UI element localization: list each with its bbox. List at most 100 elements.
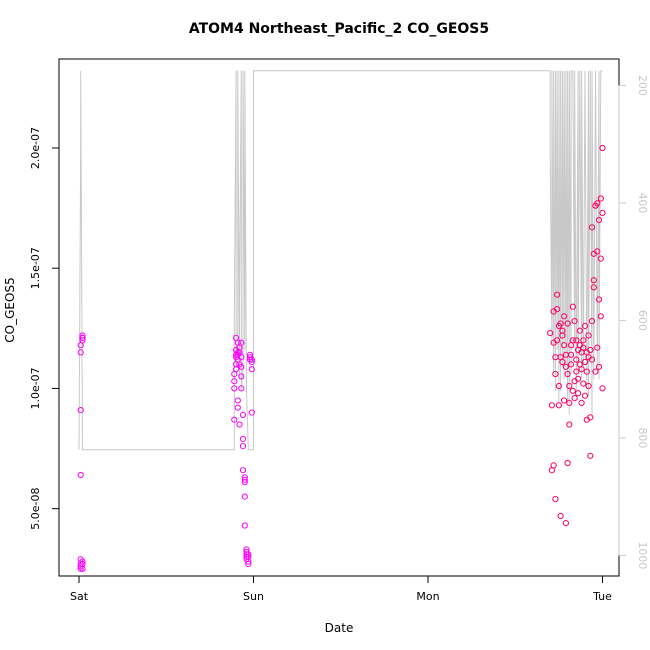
pressure-series-line bbox=[78, 70, 603, 451]
data-point bbox=[236, 421, 243, 428]
data-point bbox=[575, 375, 582, 382]
data-point bbox=[595, 363, 603, 370]
data-point bbox=[238, 385, 245, 392]
data-point bbox=[77, 471, 84, 479]
data-point bbox=[568, 361, 575, 368]
plot-frame bbox=[58, 58, 620, 577]
data-point bbox=[573, 368, 580, 375]
data-point bbox=[561, 342, 568, 349]
data-point bbox=[239, 435, 247, 442]
data-point bbox=[554, 337, 561, 344]
data-point bbox=[573, 356, 580, 363]
y-tick-label: 5.0e-08 bbox=[29, 488, 42, 530]
data-point bbox=[576, 327, 583, 334]
data-point bbox=[590, 277, 597, 284]
data-point bbox=[599, 385, 606, 392]
data-point bbox=[77, 407, 84, 414]
data-point bbox=[597, 195, 604, 202]
data-point bbox=[569, 387, 576, 394]
data-point bbox=[575, 390, 582, 397]
data-point bbox=[587, 346, 594, 354]
data-point bbox=[581, 322, 589, 329]
data-point bbox=[238, 339, 245, 346]
y2-tick-label: 600 bbox=[636, 310, 649, 331]
data-point bbox=[245, 560, 252, 568]
data-point bbox=[585, 332, 592, 339]
data-point bbox=[241, 476, 248, 483]
data-point bbox=[561, 397, 568, 404]
data-point bbox=[233, 366, 240, 373]
data-point bbox=[562, 520, 570, 527]
data-point bbox=[231, 378, 238, 385]
y2-tick-label: 400 bbox=[636, 192, 649, 213]
data-point bbox=[548, 402, 556, 409]
data-point bbox=[587, 414, 594, 421]
x-tick-label: Mon bbox=[416, 590, 439, 603]
data-point bbox=[241, 522, 248, 529]
data-point bbox=[594, 344, 601, 351]
x-tick-label: Sun bbox=[243, 590, 264, 603]
data-point bbox=[597, 313, 604, 320]
chart-title: ATOM4 Northeast_Pacific_2 CO_GEOS5 bbox=[189, 21, 489, 37]
data-point bbox=[248, 356, 255, 363]
data-point bbox=[248, 366, 255, 373]
data-point bbox=[239, 467, 247, 474]
data-point bbox=[245, 558, 252, 565]
data-point bbox=[79, 332, 86, 339]
data-point bbox=[564, 370, 571, 378]
y-axis-label: CO_GEOS5 bbox=[3, 277, 17, 342]
data-point bbox=[248, 409, 255, 416]
data-point bbox=[238, 354, 245, 361]
data-point bbox=[555, 402, 563, 409]
data-point bbox=[245, 551, 252, 558]
data-point bbox=[231, 385, 238, 392]
data-point bbox=[587, 452, 594, 459]
data-point bbox=[581, 392, 589, 399]
data-point bbox=[595, 296, 603, 303]
data-point bbox=[568, 351, 575, 358]
data-point bbox=[241, 493, 248, 500]
data-point bbox=[594, 200, 601, 207]
data-point bbox=[566, 399, 573, 406]
data-point bbox=[599, 144, 606, 152]
pressure-line bbox=[78, 70, 603, 451]
data-points bbox=[77, 144, 606, 572]
data-point bbox=[557, 512, 564, 520]
data-point bbox=[79, 558, 86, 565]
x-tick-label: Sat bbox=[70, 590, 89, 603]
data-point bbox=[590, 284, 597, 291]
data-point bbox=[559, 327, 566, 334]
data-point bbox=[554, 306, 561, 313]
data-point bbox=[599, 209, 606, 216]
data-point bbox=[580, 344, 587, 351]
y2-tick-label: 800 bbox=[636, 427, 649, 448]
data-point bbox=[578, 366, 585, 373]
data-point bbox=[566, 421, 573, 428]
x-tick-label: Tue bbox=[592, 590, 612, 603]
data-point bbox=[569, 337, 576, 344]
data-point bbox=[571, 395, 578, 402]
axes: Sat Sun Mon Tue 5.0e-08 1.0e-07 1.5e-07 2.0e-07… bbox=[29, 75, 649, 603]
data-point bbox=[561, 313, 568, 320]
data-point bbox=[585, 382, 592, 390]
data-point bbox=[578, 399, 585, 406]
y2-tick-label: 200 bbox=[636, 75, 649, 96]
data-point bbox=[234, 397, 241, 404]
data-point bbox=[554, 291, 561, 298]
data-point bbox=[573, 337, 580, 344]
data-point bbox=[588, 356, 596, 363]
data-point bbox=[238, 363, 245, 370]
data-point bbox=[552, 496, 559, 503]
data-point bbox=[583, 368, 590, 375]
data-point bbox=[569, 303, 576, 310]
data-point bbox=[550, 462, 557, 469]
data-point bbox=[580, 337, 587, 344]
data-point bbox=[79, 560, 86, 568]
data-point bbox=[571, 318, 578, 325]
data-point bbox=[566, 382, 573, 390]
data-point bbox=[79, 334, 86, 341]
y-tick-label: 2.0e-07 bbox=[29, 127, 42, 169]
data-point bbox=[234, 404, 241, 411]
data-point bbox=[581, 358, 589, 366]
